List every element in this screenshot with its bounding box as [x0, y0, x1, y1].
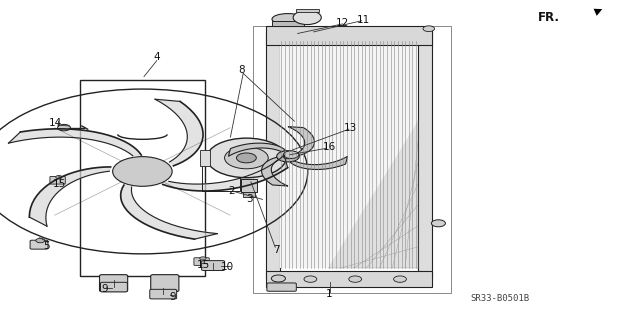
Text: SR33-B0501B: SR33-B0501B — [470, 294, 529, 303]
FancyBboxPatch shape — [50, 176, 65, 184]
Circle shape — [304, 276, 317, 282]
Bar — [253, 26, 451, 293]
Circle shape — [237, 153, 256, 163]
Polygon shape — [155, 99, 203, 166]
Text: 13: 13 — [344, 123, 357, 133]
Circle shape — [56, 175, 62, 179]
Circle shape — [283, 154, 293, 159]
FancyBboxPatch shape — [150, 289, 177, 299]
Text: 5: 5 — [43, 241, 49, 251]
Bar — [280, 41, 418, 268]
Circle shape — [349, 276, 362, 282]
Circle shape — [431, 220, 445, 227]
Text: 2: 2 — [228, 186, 235, 196]
Text: 4: 4 — [154, 52, 160, 63]
Bar — [200, 150, 210, 166]
FancyBboxPatch shape — [30, 240, 48, 249]
Circle shape — [207, 138, 286, 178]
Bar — [266, 32, 280, 278]
FancyBboxPatch shape — [100, 282, 127, 292]
Circle shape — [394, 276, 406, 282]
Bar — [241, 179, 257, 192]
Text: 7: 7 — [273, 245, 280, 256]
Polygon shape — [29, 167, 111, 226]
Circle shape — [113, 157, 172, 186]
Text: 15: 15 — [53, 179, 66, 189]
FancyBboxPatch shape — [267, 283, 296, 291]
Circle shape — [200, 257, 206, 260]
Polygon shape — [288, 127, 314, 155]
Circle shape — [423, 26, 435, 32]
Text: 9: 9 — [101, 284, 108, 294]
Circle shape — [58, 124, 70, 131]
Polygon shape — [290, 156, 348, 169]
Text: 12: 12 — [336, 18, 349, 28]
Text: 3: 3 — [246, 194, 253, 204]
Polygon shape — [262, 157, 288, 186]
Circle shape — [225, 147, 268, 169]
Bar — [296, 9, 319, 12]
Circle shape — [293, 11, 321, 25]
Circle shape — [284, 151, 299, 159]
Bar — [80, 80, 205, 276]
Text: FR.: FR. — [538, 11, 560, 24]
FancyBboxPatch shape — [194, 258, 209, 265]
Text: 14: 14 — [49, 118, 62, 128]
Text: 8: 8 — [238, 64, 244, 75]
Bar — [266, 271, 432, 287]
FancyBboxPatch shape — [100, 275, 128, 292]
Polygon shape — [328, 121, 418, 268]
FancyBboxPatch shape — [151, 275, 179, 292]
Ellipse shape — [272, 14, 304, 25]
Circle shape — [271, 275, 285, 282]
Circle shape — [276, 151, 300, 162]
Text: 15: 15 — [197, 260, 210, 271]
FancyBboxPatch shape — [202, 261, 225, 271]
Bar — [418, 32, 432, 278]
Text: 16: 16 — [323, 142, 336, 152]
Text: 1: 1 — [326, 289, 333, 299]
Polygon shape — [121, 185, 218, 239]
Bar — [202, 165, 240, 190]
Bar — [266, 26, 432, 45]
Text: 9: 9 — [170, 292, 176, 302]
Bar — [272, 21, 304, 26]
Polygon shape — [163, 155, 287, 191]
Circle shape — [36, 238, 45, 243]
Polygon shape — [228, 143, 286, 156]
Text: 10: 10 — [221, 262, 234, 272]
Polygon shape — [8, 129, 141, 156]
Bar — [243, 192, 255, 197]
Text: 11: 11 — [357, 15, 370, 25]
